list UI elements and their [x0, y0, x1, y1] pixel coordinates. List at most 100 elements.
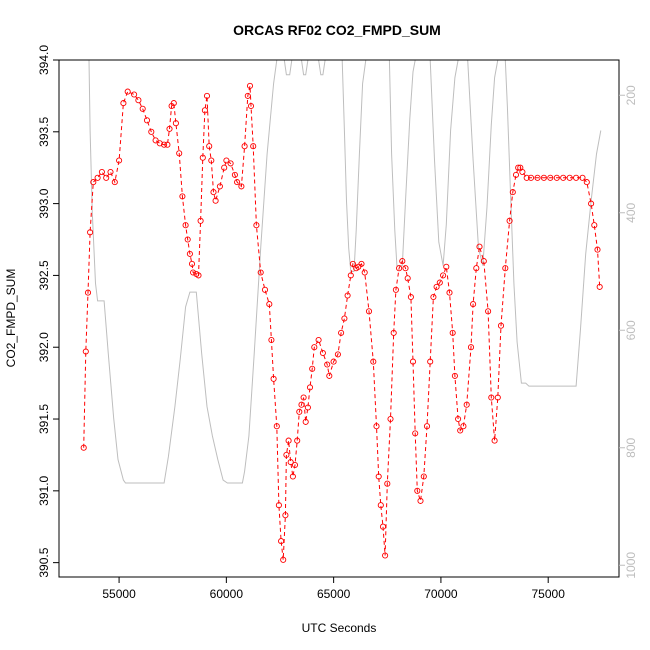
co2-point	[246, 82, 254, 89]
co2-point	[463, 401, 470, 408]
co2-point	[387, 415, 394, 423]
co2-point	[124, 88, 131, 95]
co2-point	[107, 168, 114, 176]
co2-point	[407, 293, 414, 301]
x-tick-label: 75000	[532, 587, 566, 601]
co2-point	[392, 286, 399, 293]
co2-point	[540, 174, 547, 181]
co2-point	[470, 301, 477, 308]
co2-point	[257, 269, 264, 276]
co2-point	[190, 269, 197, 276]
y2-tick-label: 400	[624, 202, 638, 222]
co2-series-points	[80, 82, 603, 563]
co2-point	[512, 171, 520, 178]
co2-point	[451, 372, 458, 379]
co2-point	[375, 473, 382, 480]
co2-point	[553, 174, 560, 181]
co2-point	[221, 164, 228, 171]
y-axis-left: 390.5 391.0 391.5 392.0 392.5 393.0 393.5 394.0	[37, 45, 59, 578]
co2-point	[427, 358, 434, 365]
y-tick-label: 390.5	[37, 547, 51, 577]
co2-point	[502, 265, 509, 272]
co2-point	[164, 141, 171, 148]
co2-point	[404, 275, 411, 282]
co2-point	[433, 283, 440, 290]
co2-point	[370, 358, 377, 365]
co2-point	[509, 189, 516, 196]
co2-point	[523, 174, 530, 181]
co2-point	[491, 437, 498, 444]
co2-point	[480, 258, 487, 265]
chart-title: ORCAS RF02 CO2_FMPD_SUM	[233, 22, 441, 38]
co2-point	[270, 375, 277, 382]
co2-point	[566, 174, 573, 181]
co2-point	[244, 92, 251, 99]
co2-point	[210, 189, 217, 196]
co2-point	[377, 502, 384, 509]
co2-point	[358, 260, 365, 267]
co2-point	[420, 473, 427, 480]
co2-point	[379, 523, 387, 530]
co2-point	[485, 308, 492, 315]
co2-point	[139, 105, 146, 112]
co2-point	[409, 358, 417, 365]
co2-point	[473, 265, 480, 272]
co2-point	[497, 322, 505, 329]
co2-point	[166, 125, 173, 132]
co2-point	[436, 279, 443, 286]
co2-point	[573, 174, 580, 181]
co2-point	[311, 344, 318, 351]
co2-series-line	[83, 85, 601, 560]
co2-point	[344, 292, 351, 299]
co2-point	[382, 552, 389, 559]
co2-point	[241, 143, 248, 150]
y2-tick-label: 800	[624, 437, 638, 457]
co2-point	[596, 283, 603, 290]
co2-point	[120, 100, 127, 107]
x-tick-label: 60000	[210, 587, 244, 601]
co2-point	[285, 437, 292, 444]
co2-point	[184, 236, 191, 243]
x-tick-label: 55000	[102, 587, 136, 601]
co2-point	[302, 418, 309, 425]
co2-point	[455, 415, 462, 423]
co2-point	[206, 143, 213, 150]
co2-point	[334, 351, 341, 358]
co2-point	[287, 459, 294, 466]
co2-point	[111, 179, 118, 186]
co2-point	[116, 157, 123, 164]
co2-point	[216, 183, 223, 190]
co2-point	[430, 293, 437, 301]
co2-point	[373, 423, 380, 430]
co2-point	[188, 260, 196, 267]
co2-point	[579, 174, 586, 181]
y-tick-label: 392.0	[37, 332, 51, 362]
co2-point	[591, 222, 598, 229]
co2-point	[488, 394, 495, 401]
co2-point	[199, 154, 206, 161]
co2-point	[278, 538, 285, 545]
co2-point	[170, 100, 177, 107]
co2-point	[212, 197, 219, 204]
co2-point	[330, 358, 337, 365]
co2-point	[227, 160, 234, 167]
co2-point	[324, 361, 331, 368]
co2-point	[87, 229, 94, 236]
co2-point	[247, 102, 255, 110]
co2-point	[208, 157, 215, 164]
co2-point	[315, 336, 322, 344]
co2-point	[98, 168, 105, 176]
co2-point	[197, 217, 204, 224]
co2-point	[440, 272, 447, 279]
co2-point	[283, 451, 290, 458]
pressure-series	[88, 59, 602, 484]
co2-point	[423, 423, 431, 430]
y2-tick-label: 600	[624, 320, 638, 340]
co2-point	[234, 179, 241, 186]
co2-point	[414, 487, 421, 494]
plot-frame	[58, 59, 620, 578]
co2-point	[84, 289, 92, 296]
co2-point	[131, 91, 138, 98]
co2-point	[547, 174, 554, 181]
